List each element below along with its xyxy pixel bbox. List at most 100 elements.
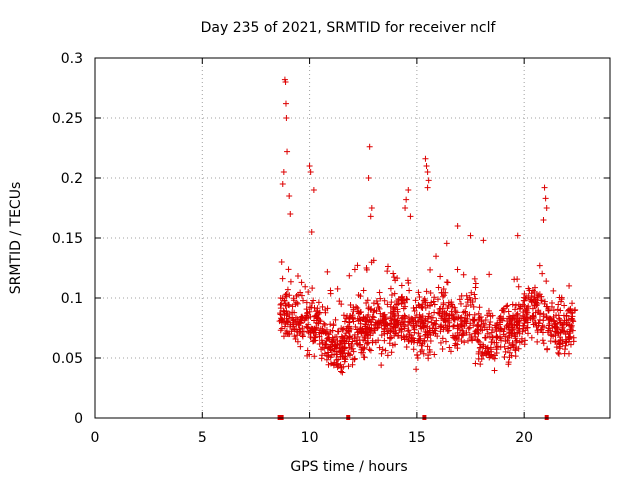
data-point — [423, 288, 430, 295]
data-point — [303, 306, 310, 313]
data-point — [431, 320, 438, 327]
data-point — [382, 347, 389, 354]
data-point — [534, 338, 541, 345]
data-point — [335, 328, 342, 335]
data-point — [364, 335, 371, 342]
data-point — [470, 317, 477, 324]
data-point — [323, 337, 330, 344]
data-point — [291, 326, 298, 333]
data-point — [509, 342, 516, 349]
data-point — [363, 299, 370, 306]
data-point — [512, 353, 519, 360]
data-point — [486, 321, 493, 328]
data-point — [294, 338, 301, 345]
data-point — [394, 306, 401, 313]
data-point — [443, 240, 450, 247]
data-point — [501, 353, 508, 360]
data-point — [298, 314, 305, 321]
data-point — [466, 324, 473, 331]
data-point — [552, 324, 559, 331]
data-point — [553, 312, 560, 319]
data-point — [287, 211, 294, 217]
data-point — [339, 353, 346, 360]
data-point — [540, 324, 547, 331]
data-point — [477, 361, 484, 368]
data-point — [422, 155, 429, 162]
data-point — [303, 299, 310, 306]
data-point — [413, 366, 420, 373]
data-point — [370, 300, 377, 307]
data-point — [410, 305, 417, 312]
data-point — [429, 314, 436, 321]
y-tick-label: 0.05 — [52, 351, 83, 367]
data-point — [399, 293, 406, 300]
data-point — [510, 312, 517, 319]
data-point — [556, 350, 563, 357]
data-point — [393, 329, 400, 336]
data-point — [345, 340, 352, 347]
data-point — [400, 305, 407, 312]
data-point — [289, 303, 296, 310]
data-point — [346, 272, 353, 279]
data-point — [560, 327, 567, 334]
data-point — [505, 345, 512, 352]
data-point — [304, 352, 311, 359]
data-point — [505, 359, 512, 366]
data-point — [451, 316, 458, 323]
data-point — [309, 326, 316, 333]
data-point — [569, 315, 576, 322]
data-point — [346, 319, 353, 326]
data-point — [535, 292, 542, 299]
data-point — [431, 309, 438, 316]
data-point — [302, 283, 309, 290]
data-point — [279, 181, 286, 187]
data-point — [561, 302, 568, 309]
data-point — [541, 184, 548, 191]
data-point — [445, 299, 452, 306]
data-point — [451, 342, 458, 349]
data-point — [497, 337, 504, 344]
data-point — [282, 330, 289, 337]
data-point — [486, 333, 493, 340]
data-point — [281, 297, 288, 304]
data-point — [458, 324, 465, 331]
data-point — [431, 294, 438, 301]
data-point — [359, 349, 366, 356]
data-point — [343, 330, 350, 337]
data-point — [278, 325, 285, 332]
data-point — [321, 321, 328, 328]
data-point — [288, 328, 295, 335]
data-point — [299, 325, 306, 332]
data-point — [313, 319, 320, 326]
data-point — [523, 317, 530, 324]
data-point — [322, 329, 329, 336]
data-point — [405, 319, 412, 326]
data-point — [320, 320, 327, 327]
data-point — [440, 285, 447, 292]
y-tick-label: 0 — [74, 411, 83, 427]
data-point — [277, 301, 284, 308]
data-point — [554, 306, 561, 313]
data-point — [568, 323, 575, 330]
data-point — [524, 330, 531, 337]
data-point — [476, 304, 483, 311]
data-point — [520, 315, 527, 322]
data-point — [300, 328, 307, 335]
data-point — [553, 325, 560, 332]
data-point — [494, 343, 501, 350]
data-point — [446, 319, 453, 326]
data-point — [316, 333, 323, 340]
data-point — [367, 213, 374, 220]
data-point — [531, 284, 538, 291]
data-point — [285, 331, 292, 338]
data-point — [291, 309, 298, 316]
data-point — [379, 346, 386, 353]
data-point — [415, 317, 422, 324]
data-point — [500, 331, 507, 338]
data-point — [322, 341, 329, 348]
data-point — [387, 335, 394, 342]
data-point — [336, 298, 343, 305]
data-point — [565, 336, 572, 343]
data-point — [557, 343, 564, 350]
data-point — [351, 331, 358, 338]
